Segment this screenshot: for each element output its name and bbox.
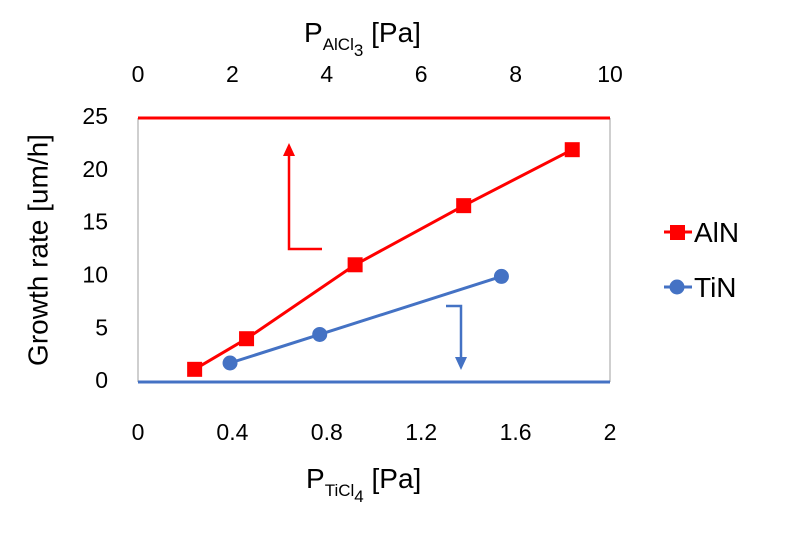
legend-tin-label: TiN xyxy=(694,272,737,303)
top-axis-label-unit: [Pa] xyxy=(363,17,421,48)
y-tick-label: 10 xyxy=(82,261,108,287)
data-point-aln xyxy=(564,142,580,158)
y-tick-label: 20 xyxy=(82,156,108,182)
y-tick-label: 25 xyxy=(82,103,108,129)
top-axis-label: PAlCl3 [Pa] xyxy=(304,17,421,60)
top-axis-tick-label: 4 xyxy=(320,61,333,87)
legend: AlN TiN xyxy=(664,217,739,303)
legend-item-tin: TiN xyxy=(664,272,737,303)
top-axis-tick-label: 6 xyxy=(415,61,428,87)
legend-aln-label: AlN xyxy=(694,217,739,248)
top-axis-label-subsub: 3 xyxy=(354,41,363,60)
y-axis-label: Growth rate [um/h] xyxy=(22,134,53,366)
bottom-axis-label-main: P xyxy=(306,463,325,494)
data-point-aln xyxy=(347,257,363,273)
bottom-axis-label-sub: TiCl xyxy=(325,481,355,500)
bottom-axis-tick-label: 2 xyxy=(604,419,617,445)
y-tick-label: 5 xyxy=(95,314,108,340)
data-point-aln xyxy=(239,331,255,347)
top-axis-tick-labels: 0 2 4 6 8 10 xyxy=(132,61,623,87)
bottom-axis-tick-label: 0.4 xyxy=(216,419,248,445)
data-point-tin xyxy=(493,268,509,284)
bottom-axis-label: PTiCl4 [Pa] xyxy=(306,463,421,506)
tin-bottom-axis-indicator-arrow xyxy=(446,304,467,370)
bottom-axis-tick-label: 0.8 xyxy=(311,419,343,445)
data-point-tin xyxy=(312,326,328,342)
y-tick-label: 15 xyxy=(82,209,108,235)
bottom-axis-label-subsub: 4 xyxy=(354,487,363,506)
data-point-tin xyxy=(222,355,238,371)
y-tick-labels: 0 5 10 15 20 25 xyxy=(82,103,108,393)
top-axis-tick-label: 10 xyxy=(597,61,623,87)
legend-item-aln: AlN xyxy=(664,217,739,248)
top-axis-tick-label: 0 xyxy=(132,61,145,87)
top-axis-tick-label: 8 xyxy=(509,61,522,87)
bottom-axis-tick-labels: 0 0.4 0.8 1.2 1.6 2 xyxy=(132,419,617,445)
top-axis-label-main: P xyxy=(304,17,323,48)
bottom-axis-tick-label: 0 xyxy=(132,419,145,445)
data-point-aln xyxy=(456,198,472,214)
top-axis-tick-label: 2 xyxy=(226,61,239,87)
data-point-aln xyxy=(187,361,203,377)
legend-aln-marker xyxy=(670,225,685,240)
top-axis-label-sub: AlCl xyxy=(323,35,354,54)
series-layer xyxy=(187,142,580,377)
bottom-axis-label-unit: [Pa] xyxy=(364,463,422,494)
bottom-axis-tick-label: 1.2 xyxy=(405,419,437,445)
legend-tin-marker xyxy=(669,279,685,295)
alN-top-axis-indicator-arrow xyxy=(283,143,322,251)
bottom-axis-tick-label: 1.6 xyxy=(500,419,532,445)
y-tick-label: 0 xyxy=(95,367,108,393)
